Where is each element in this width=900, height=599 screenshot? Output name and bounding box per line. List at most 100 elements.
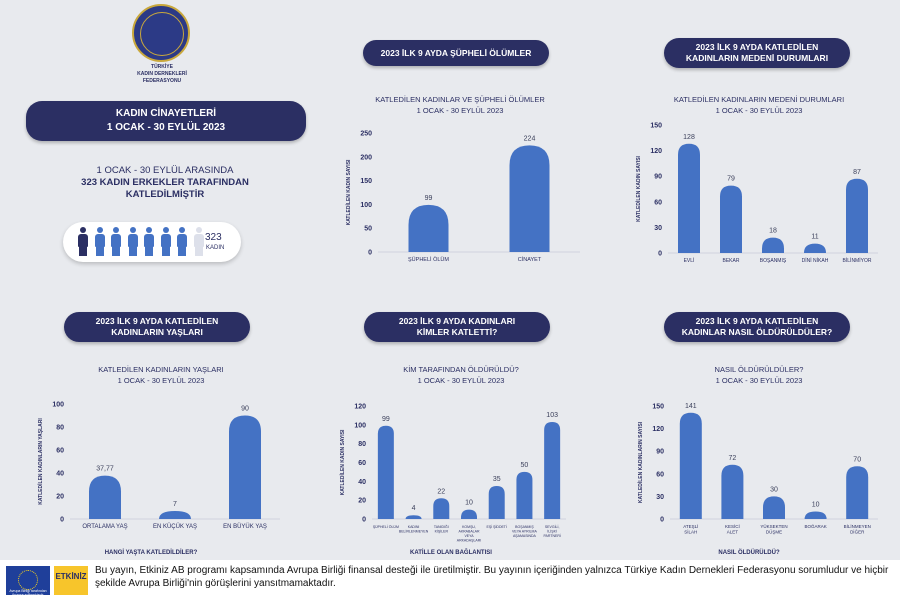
y-tick-label: 150 <box>652 404 664 411</box>
person-icon <box>94 227 106 257</box>
footer <box>0 560 900 599</box>
category-label: DİNİ NİKAH <box>802 257 829 264</box>
summary-line1: 1 OCAK - 30 EYLÜL ARASINDA <box>96 165 234 176</box>
y-tick-label: 120 <box>650 148 662 155</box>
y-tick-label: 150 <box>360 178 372 185</box>
data-label: 35 <box>493 476 501 483</box>
y-axis-label: KATLEDİLEN KADIN SAYISI <box>339 429 346 495</box>
main-title-line2: 1 OCAK - 30 EYLÜL 2023 <box>106 122 226 133</box>
data-label: 90 <box>241 406 249 413</box>
chart-how-killed: NASIL ÖLDÜRÜLDÜLER? 1 OCAK - 30 EYLÜL 202… <box>637 365 878 556</box>
category-label: CİNAYET <box>518 256 542 263</box>
y-tick-label: 0 <box>60 517 64 524</box>
bar <box>804 511 827 519</box>
y-tick-label: 50 <box>364 226 372 233</box>
y-tick-label: 0 <box>658 251 662 258</box>
category-label: VEYA <box>464 534 474 538</box>
category-label: EŞİ ŞİDDETİ <box>487 524 507 529</box>
data-label: 37,77 <box>96 466 114 473</box>
y-axis-label: KATLEDİLEN KADINLARIN YAŞLARI <box>37 418 44 505</box>
person-icon <box>110 227 122 257</box>
bar <box>461 509 477 519</box>
y-tick-label: 200 <box>360 154 372 161</box>
bar <box>516 471 533 519</box>
data-label: 50 <box>521 462 529 469</box>
pill-marital-status: 2023 İLK 9 AYDA KATLEDİLEN KADINLARIN ME… <box>664 38 850 68</box>
category-label: EVLİ <box>684 257 695 264</box>
bar <box>804 243 826 253</box>
chart-title: KİM TARAFINDAN ÖLDÜRÜLDÜ? <box>403 365 519 374</box>
y-tick-label: 40 <box>56 471 64 478</box>
bar <box>89 475 121 519</box>
y-tick-label: 0 <box>362 517 366 524</box>
chart-suspicious-deaths: KATLEDİLEN KADINLAR VE ŞÜPHELİ ÖLÜMLER 1 … <box>345 95 580 263</box>
data-label: 4 <box>412 505 416 512</box>
category-label: KADINI <box>408 525 420 529</box>
category-label: BOŞANMIŞ <box>515 525 534 529</box>
y-tick-label: 30 <box>654 225 662 232</box>
y-tick-label: 20 <box>358 498 366 505</box>
bar <box>377 425 394 519</box>
category-label: DİĞER <box>850 529 865 535</box>
y-tick-label: 30 <box>656 494 664 501</box>
footer-disclaimer: Bu yayın, Etkiniz AB programı kapsamında… <box>95 565 889 589</box>
y-tick-label: 40 <box>358 479 366 486</box>
category-label: BİLİNMEYEN <box>844 523 871 529</box>
data-label: 79 <box>727 176 735 183</box>
bar <box>846 466 869 519</box>
person-icon <box>127 227 139 257</box>
chart-subtitle: 1 OCAK - 30 EYLÜL 2023 <box>716 376 803 385</box>
data-label: 99 <box>425 195 433 202</box>
y-tick-label: 60 <box>56 448 64 455</box>
chart-title: KATLEDİLEN KADINLARIN YAŞLARI <box>98 365 223 374</box>
person-icon <box>160 227 172 257</box>
bar <box>405 515 422 519</box>
y-tick-label: 80 <box>358 441 366 448</box>
data-label: 99 <box>382 416 390 423</box>
category-label: ORTALAMA YAŞ <box>82 524 127 530</box>
summary-line2: 323 KADIN ERKEKLER TARAFINDAN <box>81 177 249 188</box>
bar <box>678 143 700 253</box>
y-tick-label: 90 <box>656 449 664 456</box>
category-label: ARKADAŞLARI <box>457 539 482 543</box>
chart-title: KATLEDİLEN KADINLAR VE ŞÜPHELİ ÖLÜMLER <box>375 95 545 104</box>
bar <box>720 185 742 253</box>
y-tick-label: 0 <box>368 250 372 257</box>
category-label: BİLİNMİYOR <box>843 257 872 264</box>
pill-how-killed: 2023 İLK 9 AYDA KATLEDİLEN KADINLAR NASI… <box>664 312 850 342</box>
bar <box>408 204 449 252</box>
y-tick-label: 100 <box>354 422 366 429</box>
category-label: BOŞANMIŞ <box>760 258 787 264</box>
data-label: 22 <box>437 488 445 495</box>
data-label: 72 <box>729 455 737 462</box>
chart-title: KATLEDİLEN KADINLARIN MEDENİ DURUMLARI <box>674 95 844 104</box>
data-label: 11 <box>811 234 818 241</box>
y-axis-label: KATLEDİLEN KADINLARIN SAYISI <box>637 421 644 503</box>
chart-subtitle: 1 OCAK - 30 EYLÜL 2023 <box>716 106 803 115</box>
x-axis-label: NASIL ÖLDÜRÜLDÜ? <box>718 549 780 556</box>
y-axis-label: KATLEDİLEN KADIN SAYISI <box>345 159 352 225</box>
category-label: PARTNERİ <box>543 533 560 538</box>
data-label: 87 <box>853 169 861 176</box>
bar <box>679 412 702 519</box>
category-label: VEYA AYRILMA <box>512 530 537 534</box>
data-label: 128 <box>683 134 695 141</box>
x-axis-label: HANGİ YAŞTA KATLEDİLDİLER? <box>105 549 198 556</box>
category-label: EN KÜÇÜK YAŞ <box>153 523 197 530</box>
summary-line3: KATLEDİLMİŞTİR <box>125 189 205 200</box>
y-tick-label: 0 <box>660 517 664 524</box>
data-label: 224 <box>524 135 536 142</box>
data-label: 103 <box>546 412 558 419</box>
data-label: 10 <box>465 500 473 507</box>
y-tick-label: 90 <box>654 174 662 181</box>
category-label: ATEŞLİ <box>683 523 698 529</box>
category-label: BELİRLENMEYEN <box>399 529 429 534</box>
chart-marital-status: KATLEDİLEN KADINLARIN MEDENİ DURUMLARI 1 … <box>635 95 878 264</box>
category-label: BEKAR <box>723 258 740 264</box>
category-label: ŞÜPHELİ ÖLÜM <box>373 524 399 529</box>
category-label: ALET <box>727 530 739 535</box>
category-label: TANIDIĞI <box>434 524 449 529</box>
pill-who-killed: 2023 İLK 9 AYDA KADINLARI KİMLER KATLETT… <box>364 312 550 342</box>
x-axis-label: KATİLLE OLAN BAĞLANTISI <box>410 548 492 556</box>
y-tick-label: 20 <box>56 494 64 501</box>
